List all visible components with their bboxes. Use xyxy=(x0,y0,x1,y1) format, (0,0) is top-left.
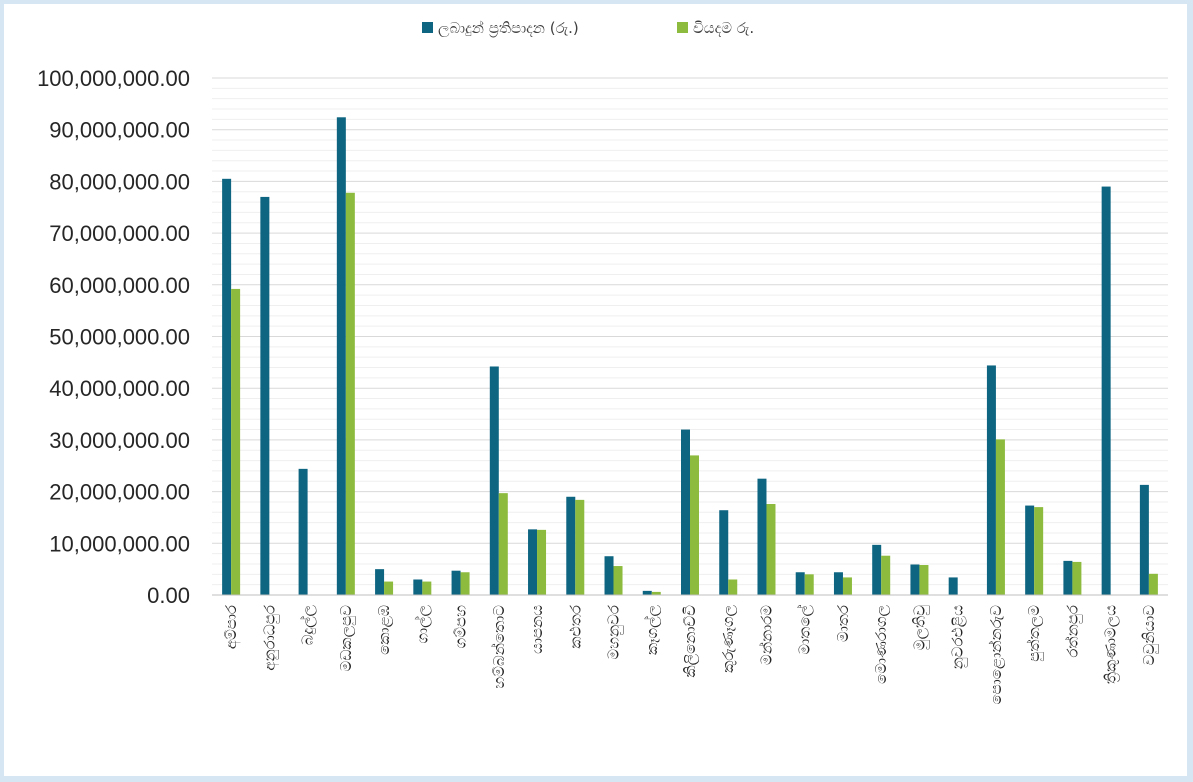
bar-allocation xyxy=(489,366,499,595)
x-tick-label: කුරුණෑගල xyxy=(719,604,737,672)
bar-expenditure xyxy=(460,572,470,595)
bar-expenditure xyxy=(1148,573,1158,595)
bar-allocation xyxy=(528,529,538,595)
bar-expenditure xyxy=(804,574,814,595)
bar-expenditure xyxy=(345,192,355,596)
y-tick-label: 20,000,000.00 xyxy=(49,480,190,505)
bar-allocation xyxy=(222,178,232,595)
x-tick-label: මාතර xyxy=(834,605,852,642)
x-tick-label: මඩකලපුව xyxy=(337,605,356,672)
y-tick-label: 100,000,000.00 xyxy=(37,66,190,91)
x-tick-label: මහනුවර xyxy=(605,605,624,660)
legend-label-expenditure: වියදම රු. xyxy=(693,19,754,37)
bar-expenditure xyxy=(766,504,776,595)
bar-expenditure xyxy=(842,577,852,595)
bar-allocation xyxy=(681,429,690,595)
bar-expenditure xyxy=(995,439,1005,595)
bar-expenditure xyxy=(537,529,547,595)
x-tick-label: පුත්තලම xyxy=(1025,605,1044,662)
x-tick-label: කෑගල්ල xyxy=(643,604,661,655)
legend-label-allocation: ලබාදුන් ප්‍රතිපාදන (රු.) xyxy=(438,19,579,38)
y-tick-label: 60,000,000.00 xyxy=(49,273,190,298)
bar-allocation xyxy=(604,556,614,595)
y-tick-label: 90,000,000.00 xyxy=(49,118,190,143)
legend-swatch-expenditure xyxy=(677,22,688,33)
bar-allocation xyxy=(413,579,423,595)
bar-expenditure xyxy=(881,555,891,595)
bar-allocation xyxy=(757,478,767,595)
bar-allocation xyxy=(719,510,729,595)
x-tick-label: වවුනියාව xyxy=(1140,605,1159,665)
bar-expenditure xyxy=(1072,561,1082,595)
major-gridlines xyxy=(212,77,1168,544)
x-tick-label: මන්නාරම xyxy=(757,605,775,665)
bar-allocation xyxy=(642,590,652,595)
y-tick-label: 70,000,000.00 xyxy=(49,221,190,246)
y-tick-label: 50,000,000.00 xyxy=(49,325,190,350)
bar-allocation xyxy=(336,117,346,596)
bar-expenditure xyxy=(613,566,623,595)
bar-allocation xyxy=(451,570,461,595)
bar-allocation xyxy=(795,572,805,595)
y-tick-label: 0.00 xyxy=(147,583,190,608)
bar-allocation xyxy=(375,569,385,595)
bar-expenditure xyxy=(690,455,699,595)
bar-chart: ලබාදුන් ප්‍රතිපාදන (රු.) වියදම රු. 0.00 1… xyxy=(37,19,1168,705)
y-tick-label: 40,000,000.00 xyxy=(49,376,190,401)
bar-expenditure xyxy=(728,579,738,595)
x-tick-label: කළුතර xyxy=(566,605,584,649)
y-tick-label: 10,000,000.00 xyxy=(49,531,190,556)
bar-allocation xyxy=(566,496,576,595)
bar-expenditure xyxy=(575,499,585,595)
bar-allocation xyxy=(948,577,958,595)
bar-allocation xyxy=(872,544,882,595)
y-tick-label: 30,000,000.00 xyxy=(49,428,190,453)
x-tick-label: කිලිනොච්චි xyxy=(681,605,699,678)
x-axis-tick-labels: අම්පාර අනුරාධපුර බදුල්ල මඩකලපුව කොළඹ ගාල්ල ගම්… xyxy=(222,604,1159,704)
bar-allocation xyxy=(1101,186,1111,595)
y-axis-tick-labels: 0.00 10,000,000.00 20,000,000.00 30,000,000… xyxy=(37,66,190,608)
x-tick-label: ගම්පහ xyxy=(452,605,470,649)
bar-allocation xyxy=(833,572,843,595)
bar-allocation xyxy=(986,365,996,595)
x-tick-label: බදුල්ල xyxy=(298,604,316,645)
x-tick-label: ගාල්ල xyxy=(413,604,431,643)
x-tick-label: නුවරඑළිය xyxy=(949,605,968,670)
chart-frame: ලබාදුන් ප්‍රතිපාදන (රු.) වියදම රු. 0.00 1… xyxy=(4,4,1187,776)
x-tick-label: රත්නපුර xyxy=(1063,605,1082,658)
bar-allocation xyxy=(298,468,308,595)
x-tick-label: හම්බන්තොට xyxy=(490,605,508,689)
bar-allocation xyxy=(1063,560,1073,595)
bar-expenditure xyxy=(1034,507,1044,595)
x-tick-label: කොළඹ xyxy=(375,605,393,655)
x-tick-label: පොළොන්නරුව xyxy=(987,605,1005,705)
bar-expenditure xyxy=(231,288,241,595)
x-tick-label: මාතලේ xyxy=(796,604,814,654)
x-tick-label: යාපනය xyxy=(528,605,546,654)
y-tick-label: 80,000,000.00 xyxy=(49,169,190,194)
x-tick-label: අනුරාධපුර xyxy=(260,605,279,671)
bar-expenditure xyxy=(919,565,929,595)
x-tick-label: මොණරාගල xyxy=(872,604,890,684)
bar-allocation xyxy=(910,564,920,595)
legend: ලබාදුන් ප්‍රතිපාදන (රු.) වියදම රු. xyxy=(422,19,754,38)
bars xyxy=(222,117,1158,596)
legend-swatch-allocation xyxy=(422,22,433,33)
x-tick-label: ත්‍රිකුණාමලය xyxy=(1102,605,1121,684)
bar-expenditure xyxy=(651,591,661,595)
x-tick-label: මුලතිවු xyxy=(910,605,929,651)
bar-allocation xyxy=(260,196,270,595)
bar-expenditure xyxy=(422,581,432,595)
bar-allocation xyxy=(1025,505,1035,595)
x-tick-label: අම්පාර xyxy=(222,605,241,649)
bar-expenditure xyxy=(498,493,508,595)
bar-allocation xyxy=(1139,484,1149,595)
bar-expenditure xyxy=(384,581,394,595)
